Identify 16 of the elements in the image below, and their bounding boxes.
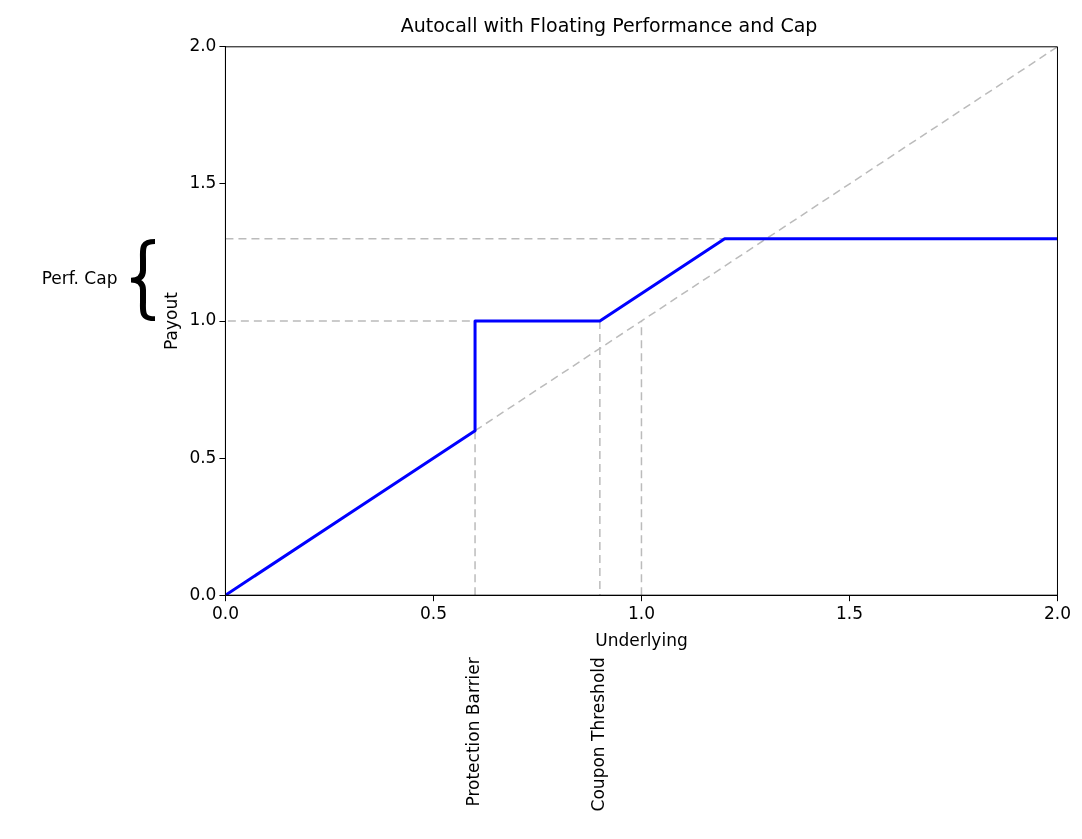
y-axis-title: Payout — [160, 291, 181, 350]
chart-title: Autocall with Floating Performance and Cap — [400, 14, 818, 37]
y-tick-label: 0.5 — [189, 446, 217, 467]
x-tick-label: 2.0 — [1043, 602, 1072, 623]
x-tick-label: 0.5 — [419, 602, 447, 623]
text: Perf. Cap — [41, 268, 118, 289]
x-axis-title: Underlying — [595, 630, 688, 651]
y-tick-label: 2.0 — [189, 35, 217, 56]
x-tick-label: 1.5 — [835, 602, 863, 623]
y-tick-label: 0.0 — [189, 583, 217, 604]
y-tick-label: 1.0 — [189, 309, 217, 330]
text: Coupon Threshold — [588, 657, 609, 812]
y-tick-label: 1.5 — [189, 172, 217, 193]
text: Protection Barrier — [463, 657, 484, 807]
x-tick-label: 1.0 — [627, 602, 655, 623]
x-tick-label: 0.0 — [211, 602, 239, 623]
